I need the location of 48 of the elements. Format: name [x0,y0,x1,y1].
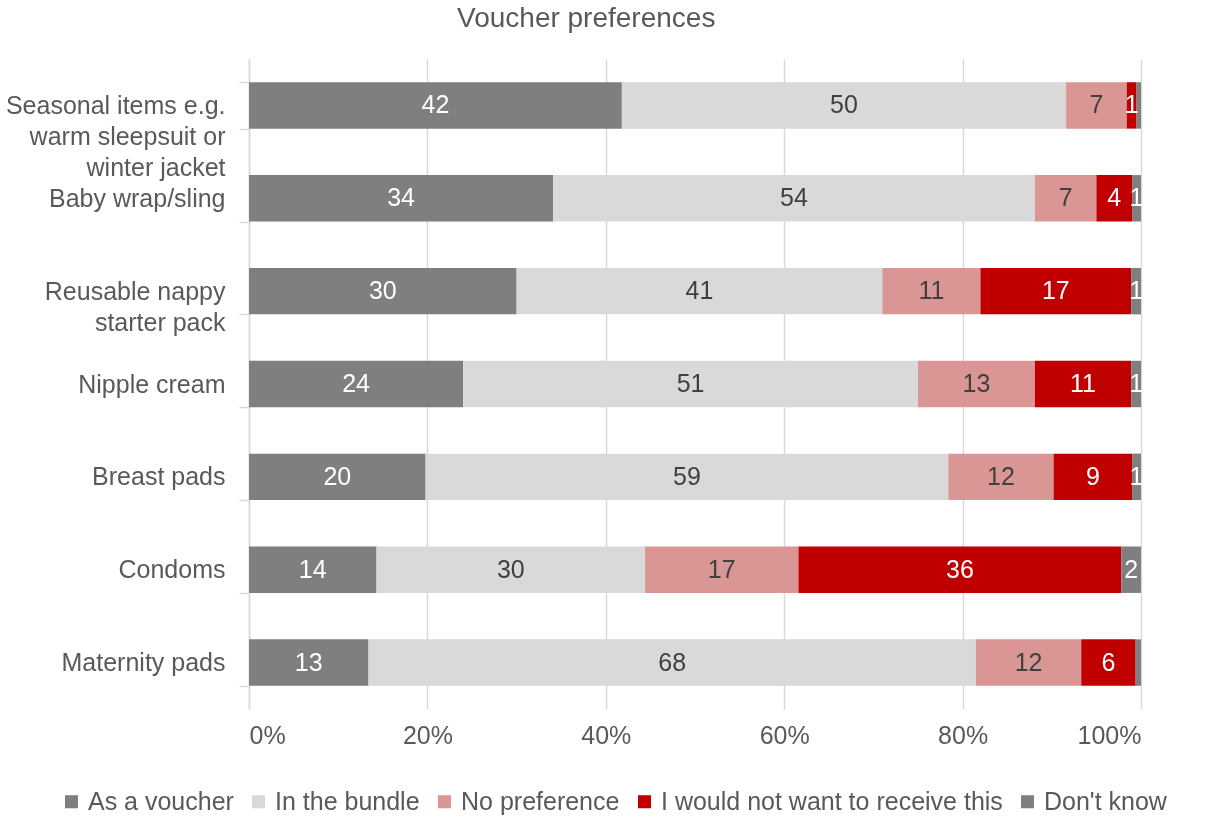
data-label: 42 [421,90,450,119]
y-tick-label: Seasonal items e.g. warm sleepsuit or winter jacket [5,90,226,181]
y-tick-label: Baby wrap/sling [49,183,226,212]
data-label: 17 [707,554,736,583]
data-label: 20 [323,461,352,490]
x-tick-label: 40% [581,720,632,749]
data-label: 24 [342,369,371,397]
data-label: 14 [298,554,327,583]
legend-label: I would not want to receive this [661,786,1003,815]
y-tick-label: Reusable nappy starter pack [44,276,226,336]
data-label: 9 [1085,461,1100,490]
data-label: 7 [1089,90,1104,119]
data-label: 36 [946,554,974,583]
data-label: 11 [918,276,945,305]
data-label: 34 [387,183,416,212]
data-label: 1 [1124,90,1139,119]
y-tick-label: Maternity pads [61,648,226,677]
data-label: 68 [658,647,687,676]
x-tick-label: 80% [938,720,989,749]
y-tick-label: Breast pads [92,462,226,491]
legend-label: No preference [461,786,620,815]
data-label: 51 [676,369,705,397]
data-label: 11 [1070,369,1096,397]
data-label: 30 [368,276,397,305]
data-label: 6 [1101,647,1116,676]
data-label: 2 [1124,554,1139,583]
data-label: 41 [685,276,714,305]
data-label: 12 [1014,647,1043,676]
data-label: 7 [1058,183,1073,212]
y-tick-label: Condoms [118,555,226,584]
legend-label: As a voucher [88,786,234,815]
y-tick-label: Nipple cream [78,369,226,398]
data-label: 54 [780,183,809,212]
x-tick-label: 100% [1077,720,1142,749]
chart-title: Voucher preferences [457,2,716,33]
data-label: 4 [1107,183,1122,212]
legend-label: Don't know [1044,786,1168,815]
data-label: 30 [496,554,525,583]
data-label: 13 [962,369,991,397]
legend-label: In the bundle [275,786,420,815]
data-label: 13 [294,647,323,676]
data-label: 17 [1041,276,1070,305]
data-label: 12 [987,461,1015,490]
x-tick-label: 0% [249,720,286,749]
data-label: 59 [673,461,701,490]
x-tick-label: 20% [402,720,453,749]
x-tick-label: 60% [759,720,810,749]
data-label: 50 [830,90,858,119]
